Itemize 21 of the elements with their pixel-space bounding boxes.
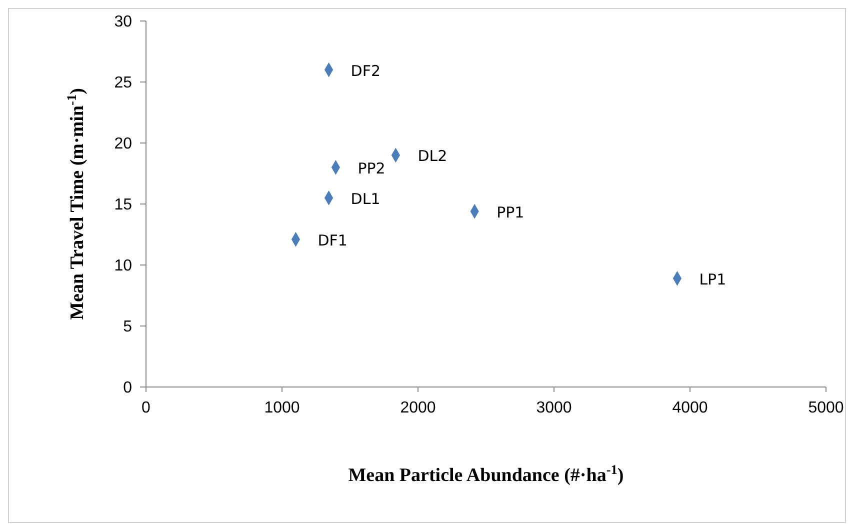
y-tick-label: 5: [123, 318, 132, 336]
y-tick-label: 30: [114, 14, 132, 31]
annotation: DF2: [350, 62, 381, 80]
annotation: DL1: [350, 190, 380, 208]
annotation: LP1: [699, 270, 726, 288]
y-tick-label: 25: [114, 74, 132, 92]
annotation: PP2: [358, 159, 386, 178]
annotation: PP1: [496, 203, 524, 222]
x-tick-label: 3000: [536, 399, 572, 416]
y-tick-label: 0: [123, 380, 132, 397]
annotation: DL2: [418, 147, 448, 166]
x-axis-title: Mean Particle Abundance (#·ha$^{-1}$): [348, 462, 624, 486]
x-tick-label: 4000: [672, 399, 708, 416]
annotation: DF1: [318, 231, 348, 250]
y-tick-label: 20: [114, 136, 132, 153]
y-tick-label: 15: [114, 196, 132, 214]
x-tick-label: 0: [142, 399, 151, 416]
y-tick-label: 10: [114, 258, 132, 275]
x-tick-label: 2000: [400, 399, 436, 416]
x-tick-label: 5000: [808, 399, 844, 416]
x-tick-label: 1000: [264, 399, 300, 416]
